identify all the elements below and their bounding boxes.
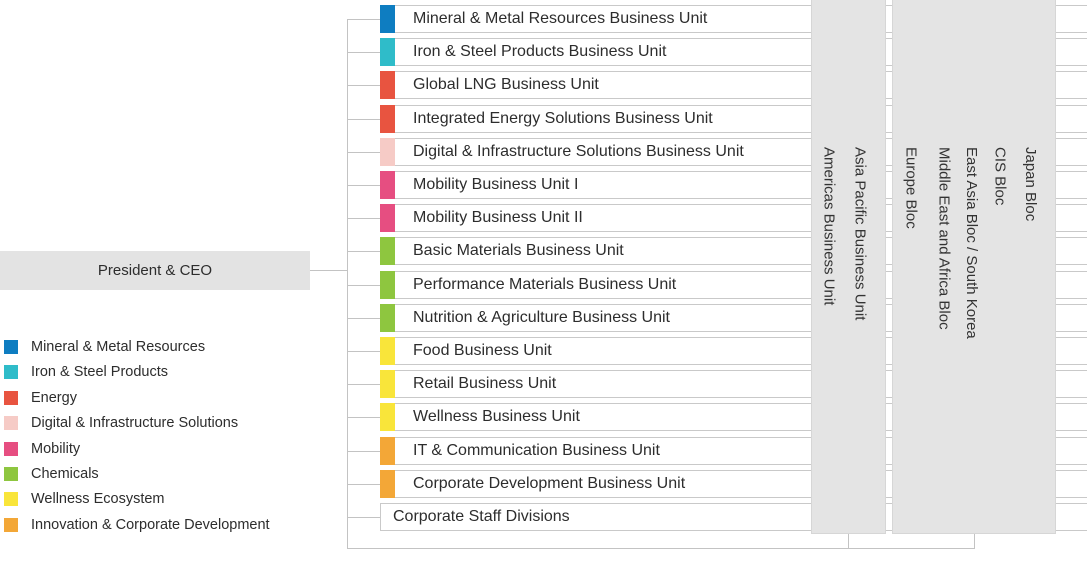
legend-color-swatch xyxy=(4,518,18,532)
regional-column-label: Asia Pacific Business Unit xyxy=(851,147,869,321)
connector-panel1-stub xyxy=(848,534,849,548)
connector-panel2-stub xyxy=(974,534,975,548)
category-color-bar xyxy=(380,204,395,232)
category-color-bar xyxy=(380,38,395,66)
legend-item: Chemicals xyxy=(4,466,99,482)
legend-color-swatch xyxy=(4,365,18,379)
business-unit-label: Wellness Business Unit xyxy=(413,408,580,425)
category-color-bar xyxy=(380,105,395,133)
legend-color-swatch xyxy=(4,442,18,456)
business-unit-label: IT & Communication Business Unit xyxy=(413,442,660,459)
category-color-bar xyxy=(380,470,395,498)
connector-row-stub xyxy=(347,417,380,418)
category-color-bar xyxy=(380,337,395,365)
regional-column-label: Europe Bloc xyxy=(902,147,920,229)
connector-row-stub xyxy=(347,185,380,186)
legend-item: Mineral & Metal Resources xyxy=(4,339,205,355)
connector-row-stub xyxy=(347,152,380,153)
legend-label: Mineral & Metal Resources xyxy=(31,339,206,355)
regional-column-label: East Asia Bloc / South Korea xyxy=(963,147,980,339)
regional-column-label: Japan Bloc xyxy=(1022,147,1039,222)
business-unit-label: Performance Materials Business Unit xyxy=(413,276,677,293)
connector-row-stub xyxy=(347,218,380,219)
business-unit-label: Digital & Infrastructure Solutions Busin… xyxy=(413,143,744,160)
connector-row-stub xyxy=(347,351,380,352)
president-ceo-label: President & CEO xyxy=(97,262,213,279)
regional-column-label: CIS Bloc xyxy=(991,147,1009,206)
connector-row-stub xyxy=(347,517,380,518)
category-color-bar xyxy=(380,271,395,299)
category-color-bar xyxy=(380,403,395,431)
president-ceo-box: President & CEO xyxy=(0,251,310,290)
legend-item: Iron & Steel Products xyxy=(4,364,168,380)
category-color-bar xyxy=(380,71,395,99)
connector-row-stub xyxy=(347,484,380,485)
legend-item: Mobility xyxy=(4,441,80,457)
legend-label: Energy xyxy=(31,390,77,406)
business-unit-label: Corporate Development Business Unit xyxy=(413,475,686,492)
legend-item: Energy xyxy=(4,390,77,406)
regional-panel-blocs xyxy=(892,0,1056,534)
legend-label: Mobility xyxy=(31,441,81,457)
regional-panel-overseas-business-units xyxy=(811,0,886,534)
business-unit-label: Basic Materials Business Unit xyxy=(413,242,624,259)
legend-item: Wellness Ecosystem xyxy=(4,491,165,507)
connector-president-line xyxy=(310,270,347,271)
business-unit-label: Retail Business Unit xyxy=(413,375,557,392)
connector-spine xyxy=(347,19,348,548)
legend-item: Innovation & Corporate Development xyxy=(4,517,270,533)
category-color-bar xyxy=(380,304,395,332)
category-color-bar xyxy=(380,138,395,166)
legend-label: Digital & Infrastructure Solutions xyxy=(31,415,239,431)
connector-row-stub xyxy=(347,384,380,385)
business-unit-label: Food Business Unit xyxy=(413,342,552,359)
category-color-bar xyxy=(380,437,395,465)
legend-color-swatch xyxy=(4,416,18,430)
connector-row-stub xyxy=(347,119,380,120)
legend-color-swatch xyxy=(4,391,18,405)
connector-row-stub xyxy=(347,251,380,252)
category-color-bar xyxy=(380,5,395,33)
legend-label: Chemicals xyxy=(31,466,99,482)
business-unit-label: Corporate Staff Divisions xyxy=(393,508,570,525)
connector-row-stub xyxy=(347,85,380,86)
business-unit-label: Global LNG Business Unit xyxy=(413,76,599,93)
connector-row-stub xyxy=(347,52,380,53)
category-color-bar xyxy=(380,171,395,199)
business-unit-label: Nutrition & Agriculture Business Unit xyxy=(413,309,670,326)
legend-color-swatch xyxy=(4,340,18,354)
legend-label: Wellness Ecosystem xyxy=(31,491,165,507)
legend-label: Iron & Steel Products xyxy=(31,364,169,380)
business-unit-label: Integrated Energy Solutions Business Uni… xyxy=(413,110,713,127)
connector-row-stub xyxy=(347,318,380,319)
regional-column-label: Americas Business Unit xyxy=(820,147,838,306)
category-color-bar xyxy=(380,370,395,398)
connector-row-stub xyxy=(347,285,380,286)
legend-label: Innovation & Corporate Development xyxy=(31,517,270,533)
connector-bottom-line xyxy=(347,548,975,549)
connector-row-stub xyxy=(347,19,380,20)
connector-row-stub xyxy=(347,451,380,452)
legend-color-swatch xyxy=(4,492,18,506)
legend-color-swatch xyxy=(4,467,18,481)
business-unit-label: Mobility Business Unit I xyxy=(413,176,579,193)
business-unit-label: Mobility Business Unit II xyxy=(413,209,583,226)
category-color-bar xyxy=(380,237,395,265)
business-unit-label: Mineral & Metal Resources Business Unit xyxy=(413,10,708,27)
legend-item: Digital & Infrastructure Solutions xyxy=(4,415,238,431)
business-unit-label: Iron & Steel Products Business Unit xyxy=(413,43,667,60)
regional-column-label: Middle East and Africa Bloc xyxy=(935,147,953,330)
